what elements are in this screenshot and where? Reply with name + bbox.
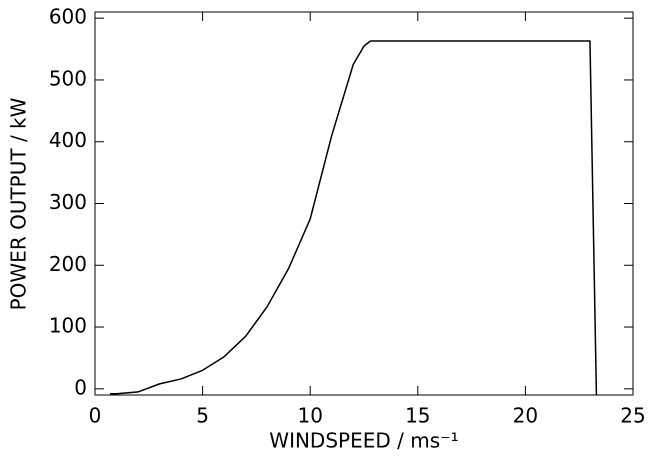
y-tick-label: 400 <box>49 128 87 152</box>
x-tick-label: 25 <box>620 404 645 428</box>
plot-frame <box>94 11 634 396</box>
y-tick-label: 200 <box>49 252 87 276</box>
y-tick-label: 600 <box>49 5 87 29</box>
x-tick-label: 15 <box>405 404 430 428</box>
x-tick-label: 5 <box>196 404 209 428</box>
x-tick-label: 10 <box>297 404 322 428</box>
y-axis-label: POWER OUTPUT / kW <box>7 97 31 310</box>
y-tick-label: 500 <box>49 66 87 90</box>
power-curve <box>110 40 598 396</box>
x-tick-label: 20 <box>513 404 538 428</box>
y-tick-label: 100 <box>49 314 87 338</box>
y-tick-label: 0 <box>74 375 87 399</box>
x-axis-label: WINDSPEED / ms⁻¹ <box>269 429 458 453</box>
y-tick-label: 300 <box>49 190 87 214</box>
x-tick-label: 0 <box>89 404 102 428</box>
